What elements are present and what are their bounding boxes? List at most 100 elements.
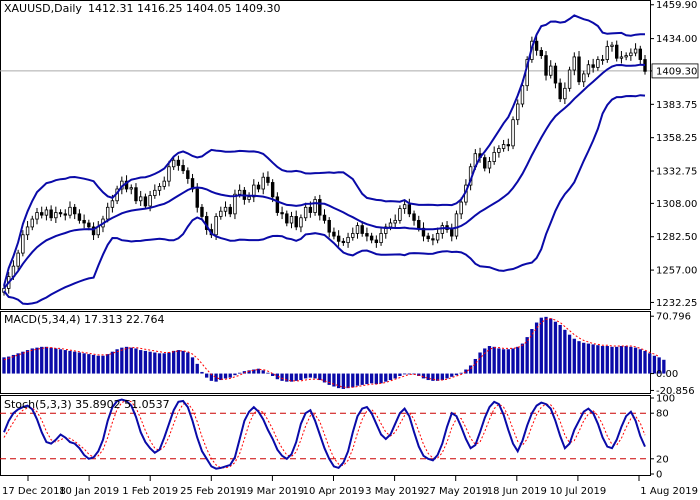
candle[interactable] <box>72 204 77 220</box>
candle[interactable] <box>294 210 298 231</box>
candle[interactable] <box>186 167 190 184</box>
candle[interactable] <box>261 172 265 195</box>
candle[interactable] <box>549 60 553 79</box>
candle[interactable] <box>256 181 261 193</box>
candle[interactable] <box>280 206 284 220</box>
candle[interactable] <box>143 193 148 210</box>
candle[interactable] <box>534 35 539 56</box>
candle[interactable] <box>360 221 364 237</box>
candle[interactable] <box>275 192 280 216</box>
candle[interactable] <box>58 209 63 218</box>
candle[interactable] <box>379 227 383 246</box>
candle[interactable] <box>336 230 341 247</box>
stochastic-panel[interactable] <box>0 395 651 476</box>
candle[interactable] <box>303 202 308 222</box>
candle[interactable] <box>313 196 317 216</box>
candle[interactable] <box>558 78 562 103</box>
candle[interactable] <box>351 227 355 241</box>
candle[interactable] <box>299 214 303 233</box>
candle[interactable] <box>459 197 463 220</box>
candle[interactable] <box>63 209 67 221</box>
candle[interactable] <box>25 221 30 240</box>
candle[interactable] <box>454 210 459 240</box>
candle[interactable] <box>553 62 558 89</box>
candle[interactable] <box>402 200 407 214</box>
candle[interactable] <box>567 66 572 92</box>
candle[interactable] <box>247 192 251 203</box>
candle[interactable] <box>40 206 44 219</box>
candle[interactable] <box>200 204 204 220</box>
candle[interactable] <box>483 154 487 172</box>
candle[interactable] <box>44 206 49 221</box>
candle[interactable] <box>162 176 166 190</box>
candle[interactable] <box>341 238 346 246</box>
candle[interactable] <box>181 159 185 174</box>
candle[interactable] <box>497 145 501 158</box>
candle[interactable] <box>332 227 336 240</box>
candle[interactable] <box>412 210 416 226</box>
candle[interactable] <box>134 183 138 205</box>
candle[interactable] <box>440 222 445 239</box>
candle[interactable] <box>252 179 256 203</box>
candle[interactable] <box>633 43 638 57</box>
candle[interactable] <box>539 47 544 59</box>
candle[interactable] <box>398 205 402 224</box>
candle[interactable] <box>369 232 374 244</box>
candle[interactable] <box>355 222 360 239</box>
candle[interactable] <box>318 194 322 221</box>
candle[interactable] <box>426 232 430 242</box>
candle[interactable] <box>544 51 548 81</box>
candle[interactable] <box>384 223 388 239</box>
candle[interactable] <box>129 184 133 195</box>
candle[interactable] <box>596 56 600 71</box>
candle[interactable] <box>591 58 595 73</box>
candle[interactable] <box>605 40 609 63</box>
candle[interactable] <box>21 230 25 257</box>
candle[interactable] <box>153 184 157 199</box>
candle[interactable] <box>223 201 228 217</box>
candle[interactable] <box>407 198 412 218</box>
candle[interactable] <box>285 210 289 227</box>
candle[interactable] <box>157 183 162 196</box>
candle[interactable] <box>487 156 492 174</box>
candle[interactable] <box>322 209 327 224</box>
candle[interactable] <box>68 201 72 219</box>
candle[interactable] <box>600 54 605 65</box>
candle[interactable] <box>49 205 53 222</box>
candle[interactable] <box>219 206 223 220</box>
candle[interactable] <box>30 215 34 231</box>
candle[interactable] <box>610 41 614 52</box>
candle[interactable] <box>516 99 520 125</box>
candle[interactable] <box>54 206 58 223</box>
candle[interactable] <box>615 40 619 62</box>
candle[interactable] <box>563 82 567 104</box>
candle[interactable] <box>105 202 110 223</box>
candle[interactable] <box>501 139 506 152</box>
candle[interactable] <box>511 116 515 150</box>
candle[interactable] <box>176 155 181 171</box>
candle[interactable] <box>577 51 581 86</box>
candle[interactable] <box>327 217 331 238</box>
candle[interactable] <box>82 214 86 229</box>
candle[interactable] <box>171 156 176 171</box>
candle[interactable] <box>233 189 237 220</box>
candle[interactable] <box>35 207 39 225</box>
candle[interactable] <box>91 222 96 240</box>
candle[interactable] <box>629 48 633 61</box>
candle[interactable] <box>16 249 20 272</box>
candle[interactable] <box>393 214 397 229</box>
candle[interactable] <box>167 160 171 187</box>
candle[interactable] <box>492 146 496 165</box>
candle[interactable] <box>289 211 294 229</box>
candle[interactable] <box>228 204 232 218</box>
candle[interactable] <box>431 234 435 246</box>
candle[interactable] <box>138 190 143 206</box>
candle[interactable] <box>435 227 440 244</box>
candle[interactable] <box>586 60 591 78</box>
candle[interactable] <box>346 232 350 248</box>
candle[interactable] <box>582 70 586 87</box>
candle[interactable] <box>365 227 369 242</box>
candle[interactable] <box>266 171 270 186</box>
candle[interactable] <box>624 52 628 61</box>
candle[interactable] <box>638 45 642 65</box>
